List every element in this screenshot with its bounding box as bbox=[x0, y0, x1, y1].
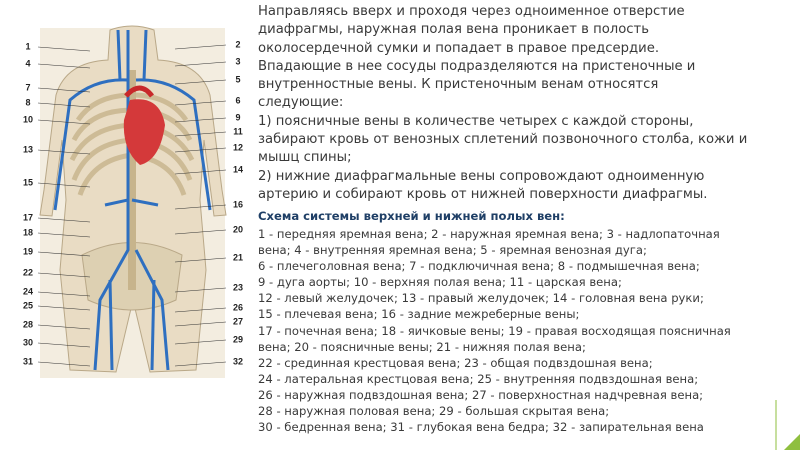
text-line: 28 - наружная половая вена; 29 - большая… bbox=[258, 404, 610, 419]
figure-label: 28 bbox=[23, 319, 33, 329]
leader-line bbox=[174, 287, 227, 293]
heart bbox=[123, 99, 165, 165]
accent-corner bbox=[784, 434, 800, 450]
figure-label: 6 bbox=[235, 95, 240, 105]
anatomy-figure: 1478101315171819222425283031235691112141… bbox=[23, 25, 243, 378]
figure-label: 24 bbox=[23, 286, 33, 296]
text-line: 26 - наружная подвздошная вена; 27 - пов… bbox=[258, 387, 704, 402]
figure-label: 17 bbox=[23, 212, 33, 222]
leader-line bbox=[37, 102, 91, 108]
text-line: внутренностные вены. К пристеночным вена… bbox=[258, 77, 659, 93]
figure-label: 22 bbox=[23, 267, 33, 277]
leader-line bbox=[174, 147, 227, 153]
figure-label: 25 bbox=[23, 300, 33, 310]
leader-line bbox=[174, 361, 227, 367]
leader-line bbox=[174, 321, 227, 327]
leader-line bbox=[37, 272, 91, 278]
leader-line bbox=[174, 44, 227, 50]
figure-label: 18 bbox=[23, 227, 33, 237]
leader-line bbox=[37, 63, 91, 69]
figure-label: 5 bbox=[235, 74, 240, 84]
figure-label: 15 bbox=[23, 177, 33, 187]
text-line: околосердечной сумки и попадает в правое… bbox=[258, 40, 660, 56]
text-line: вена; 4 - внутренняя яремная вена; 5 - я… bbox=[258, 243, 647, 258]
leader-line bbox=[174, 169, 227, 175]
leader-line bbox=[174, 229, 227, 235]
figure-label: 12 bbox=[233, 142, 243, 152]
text-line: 24 - латеральная крестцовая вена; 25 - в… bbox=[258, 371, 699, 386]
leader-line bbox=[37, 251, 91, 257]
text-line: забирают кровь от венозных сплетений поз… bbox=[258, 132, 748, 148]
figure-label: 2 bbox=[235, 39, 240, 49]
legend-text: 1 - передняя яремная вена; 2 - наружная … bbox=[258, 226, 731, 435]
text-line: 22 - срединная крестцовая вена; 23 - общ… bbox=[258, 355, 653, 370]
text-line: следующие: bbox=[258, 95, 344, 111]
figure-label: 1 bbox=[25, 41, 30, 51]
leader-line bbox=[37, 305, 91, 311]
leader-line bbox=[37, 291, 91, 297]
figure-label: 23 bbox=[233, 282, 243, 292]
text-line: 17 - почечная вена; 18 - яичковые вены; … bbox=[258, 323, 731, 338]
figure-label: 9 bbox=[235, 112, 240, 122]
text-line: 1) поясничные вены в количестве четырех … bbox=[258, 113, 694, 129]
figure-label: 14 bbox=[233, 164, 243, 174]
text-line: 15 - плечевая вена; 16 - задние межребер… bbox=[258, 307, 580, 322]
figure-label: 32 bbox=[233, 356, 243, 366]
leader-line bbox=[37, 46, 91, 52]
leader-line bbox=[174, 61, 227, 67]
aortic-arch bbox=[124, 85, 154, 98]
figure-label: 21 bbox=[233, 252, 243, 262]
leader-line bbox=[174, 307, 227, 313]
text-line: Направляясь вверх и проходя через одноим… bbox=[258, 4, 685, 19]
leader-line bbox=[174, 204, 227, 210]
leader-line bbox=[37, 361, 91, 367]
leader-line bbox=[174, 100, 227, 106]
leader-line bbox=[37, 342, 91, 348]
figure-label: 7 bbox=[25, 82, 30, 92]
text-line: вена; 20 - поясничные вены; 21 - нижняя … bbox=[258, 339, 586, 354]
figure-label: 20 bbox=[233, 224, 243, 234]
figure-label: 8 bbox=[25, 97, 30, 107]
figure-label: 27 bbox=[233, 316, 243, 326]
text-line: 9 - дуга аорты; 10 - верхняя полая вена;… bbox=[258, 275, 622, 290]
text-line: 6 - плечеголовная вена; 7 - подключичная… bbox=[258, 259, 700, 274]
figure-label: 13 bbox=[23, 144, 33, 154]
figure-label: 11 bbox=[233, 126, 243, 136]
figure-label: 31 bbox=[23, 356, 33, 366]
leader-line bbox=[174, 117, 227, 123]
paragraph: Направляясь вверх и проходя через одноим… bbox=[258, 3, 747, 204]
text-line: диафрагмы, наружная полая вена проникает… bbox=[258, 22, 650, 38]
leader-line bbox=[37, 149, 91, 155]
text-line: 1 - передняя яремная вена; 2 - наружная … bbox=[258, 227, 720, 241]
text-line: артерию и собирают кровь от нижней повер… bbox=[258, 186, 708, 202]
leader-line bbox=[174, 79, 227, 85]
text-line: 2) нижние диафрагмальные вены сопровожда… bbox=[258, 168, 705, 184]
leader-line bbox=[37, 87, 91, 93]
leader-line bbox=[174, 257, 227, 263]
figure-label: 10 bbox=[23, 114, 33, 124]
text-line: мышц спины; bbox=[258, 150, 352, 166]
figure-label: 29 bbox=[233, 334, 243, 344]
leader-line bbox=[174, 339, 227, 345]
leader-line bbox=[37, 182, 91, 188]
figure-label: 4 bbox=[25, 58, 30, 68]
heading: Схема системы верхней и нижней полых вен… bbox=[258, 209, 565, 223]
figure-label: 26 bbox=[233, 302, 243, 312]
figure-label: 3 bbox=[235, 56, 240, 66]
text-line: Впадающие в нее сосуды подразделяются на… bbox=[258, 58, 696, 74]
figure-label: 19 bbox=[23, 246, 33, 256]
leader-line bbox=[37, 232, 91, 238]
text-line: 30 - бедренная вена; 31 - глубокая вена … bbox=[258, 420, 704, 435]
figure-label: 16 bbox=[233, 199, 243, 209]
text-line: 12 - левый желудочек; 13 - правый желудо… bbox=[258, 291, 704, 306]
leader-line bbox=[37, 217, 91, 223]
leader-line bbox=[174, 131, 227, 137]
leader-line bbox=[37, 119, 91, 125]
leader-line bbox=[37, 324, 91, 330]
figure-label: 30 bbox=[23, 337, 33, 347]
